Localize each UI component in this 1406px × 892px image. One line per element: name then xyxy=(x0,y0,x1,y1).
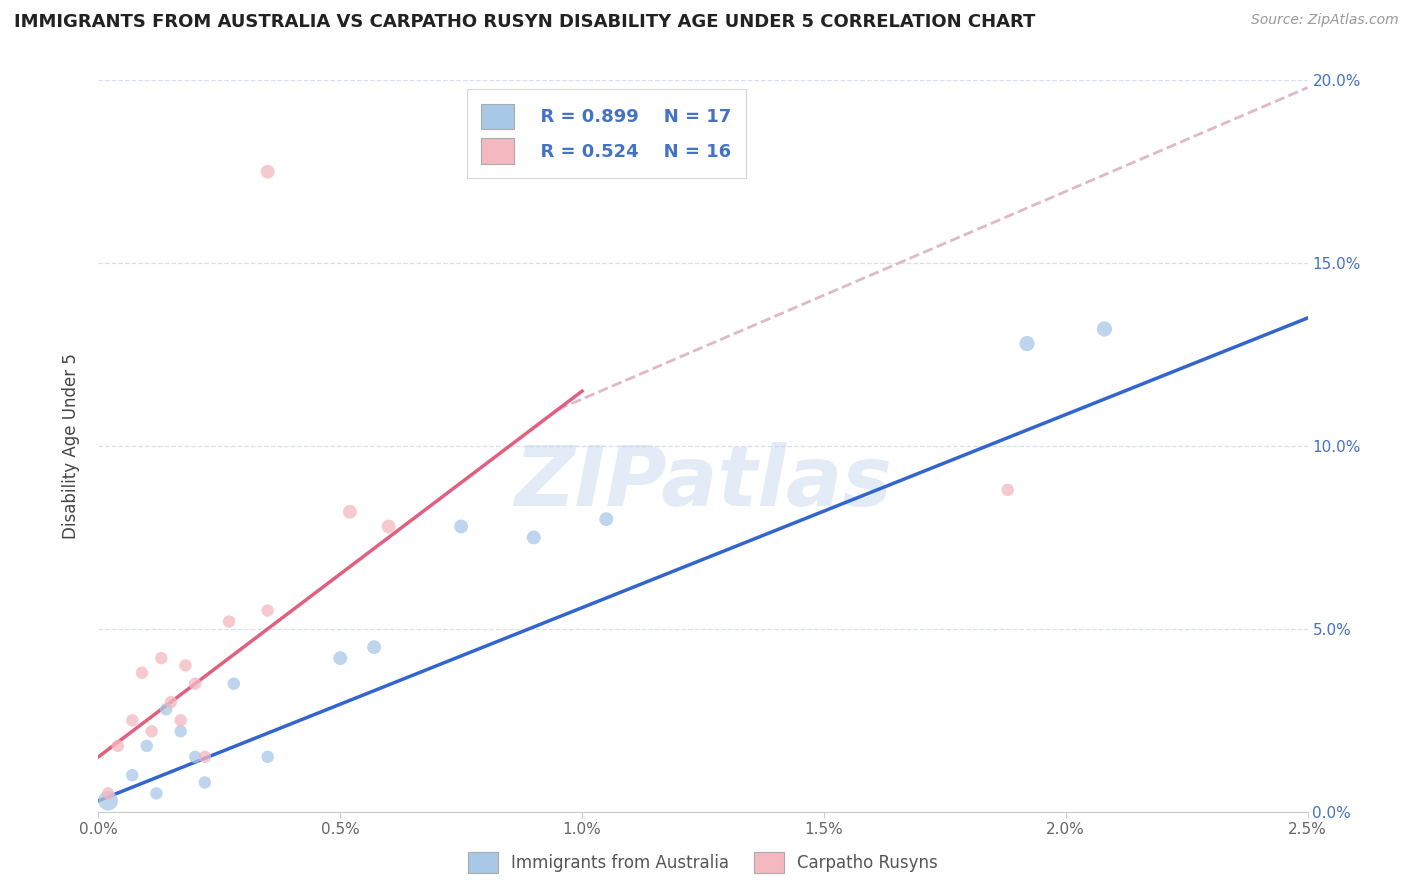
Point xyxy=(145,787,167,801)
Point xyxy=(222,676,245,690)
Point xyxy=(174,658,197,673)
Point xyxy=(184,676,207,690)
Point xyxy=(377,519,399,533)
Point xyxy=(1015,336,1038,351)
Point xyxy=(218,615,240,629)
Point xyxy=(256,749,278,764)
Point xyxy=(150,651,173,665)
Point xyxy=(131,665,153,680)
Legend: Immigrants from Australia, Carpatho Rusyns: Immigrants from Australia, Carpatho Rusy… xyxy=(461,846,945,880)
Point xyxy=(194,775,217,789)
Point xyxy=(595,512,617,526)
Point xyxy=(135,739,157,753)
Point xyxy=(141,724,163,739)
Point xyxy=(160,695,183,709)
Point xyxy=(194,749,217,764)
Legend:   R = 0.899    N = 17,   R = 0.524    N = 16: R = 0.899 N = 17, R = 0.524 N = 16 xyxy=(467,89,745,178)
Text: IMMIGRANTS FROM AUSTRALIA VS CARPATHO RUSYN DISABILITY AGE UNDER 5 CORRELATION C: IMMIGRANTS FROM AUSTRALIA VS CARPATHO RU… xyxy=(14,13,1035,31)
Point xyxy=(523,530,546,544)
Point xyxy=(997,483,1019,497)
Point xyxy=(121,768,143,782)
Text: Source: ZipAtlas.com: Source: ZipAtlas.com xyxy=(1251,13,1399,28)
Point xyxy=(97,787,120,801)
Point xyxy=(97,794,120,808)
Point xyxy=(107,739,129,753)
Point xyxy=(169,714,191,728)
Point xyxy=(363,640,385,655)
Point xyxy=(155,702,177,716)
Point xyxy=(339,505,361,519)
Text: ZIPatlas: ZIPatlas xyxy=(515,442,891,523)
Y-axis label: Disability Age Under 5: Disability Age Under 5 xyxy=(62,353,80,539)
Point xyxy=(121,714,143,728)
Point xyxy=(329,651,352,665)
Point xyxy=(256,165,278,179)
Point xyxy=(184,749,207,764)
Point xyxy=(256,603,278,617)
Point xyxy=(450,519,472,533)
Point xyxy=(169,724,191,739)
Point xyxy=(1094,322,1116,336)
